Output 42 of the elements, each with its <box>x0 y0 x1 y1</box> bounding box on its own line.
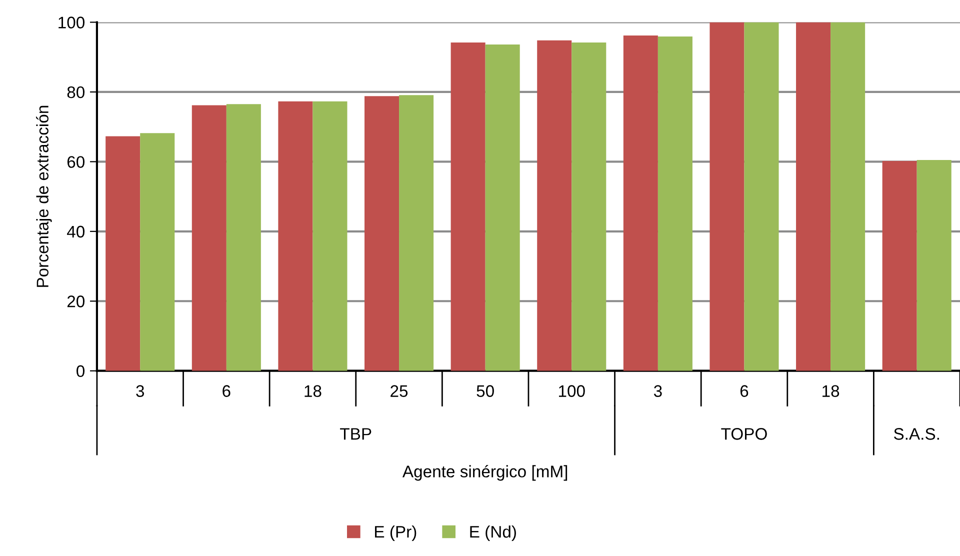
text: TBP <box>340 428 372 440</box>
bar <box>710 22 744 371</box>
y-tick-label: 0 <box>76 365 85 378</box>
x-tick-label: 25 <box>390 385 408 397</box>
bar <box>192 105 226 371</box>
bar <box>882 160 917 371</box>
bar <box>658 36 692 371</box>
bar <box>830 22 866 371</box>
bar <box>278 101 313 371</box>
bar <box>537 40 572 371</box>
bar <box>106 136 140 371</box>
x-tick-label: 18 <box>822 385 840 397</box>
legend-label: E (Nd) <box>470 525 516 541</box>
bar <box>623 35 658 371</box>
legend-label: E (Pr) <box>375 525 416 541</box>
x-tick-label: 18 <box>304 385 322 397</box>
y-axis-title: Porcentaje de extracción <box>36 106 52 287</box>
bar <box>572 42 606 371</box>
x-axis-title: Agente sinérgico [mM] <box>402 464 568 481</box>
bar <box>450 42 486 371</box>
bar <box>796 22 831 371</box>
y-tick-label: 100 <box>58 16 85 28</box>
bar <box>485 44 520 371</box>
x-tick-label: 3 <box>136 385 144 397</box>
y-tick-label: 20 <box>67 296 85 308</box>
x-tick-label: 6 <box>740 385 748 397</box>
x-tick-label: 6 <box>222 385 230 397</box>
x-tick-label: 3 <box>654 385 662 397</box>
y-tick-label: 40 <box>67 226 85 238</box>
bar <box>312 101 348 371</box>
bar <box>226 104 261 371</box>
bar <box>916 160 952 371</box>
text: S.A.S. <box>894 428 939 440</box>
y-tick-label: 60 <box>67 156 85 168</box>
y-tick-label: 80 <box>67 86 85 98</box>
bar <box>744 22 779 371</box>
x-tick-label: 50 <box>476 385 494 397</box>
bar <box>399 95 434 371</box>
bar <box>364 96 400 371</box>
bar <box>140 133 175 371</box>
text: TOPO <box>721 428 767 440</box>
x-tick-label: 100 <box>559 385 585 397</box>
